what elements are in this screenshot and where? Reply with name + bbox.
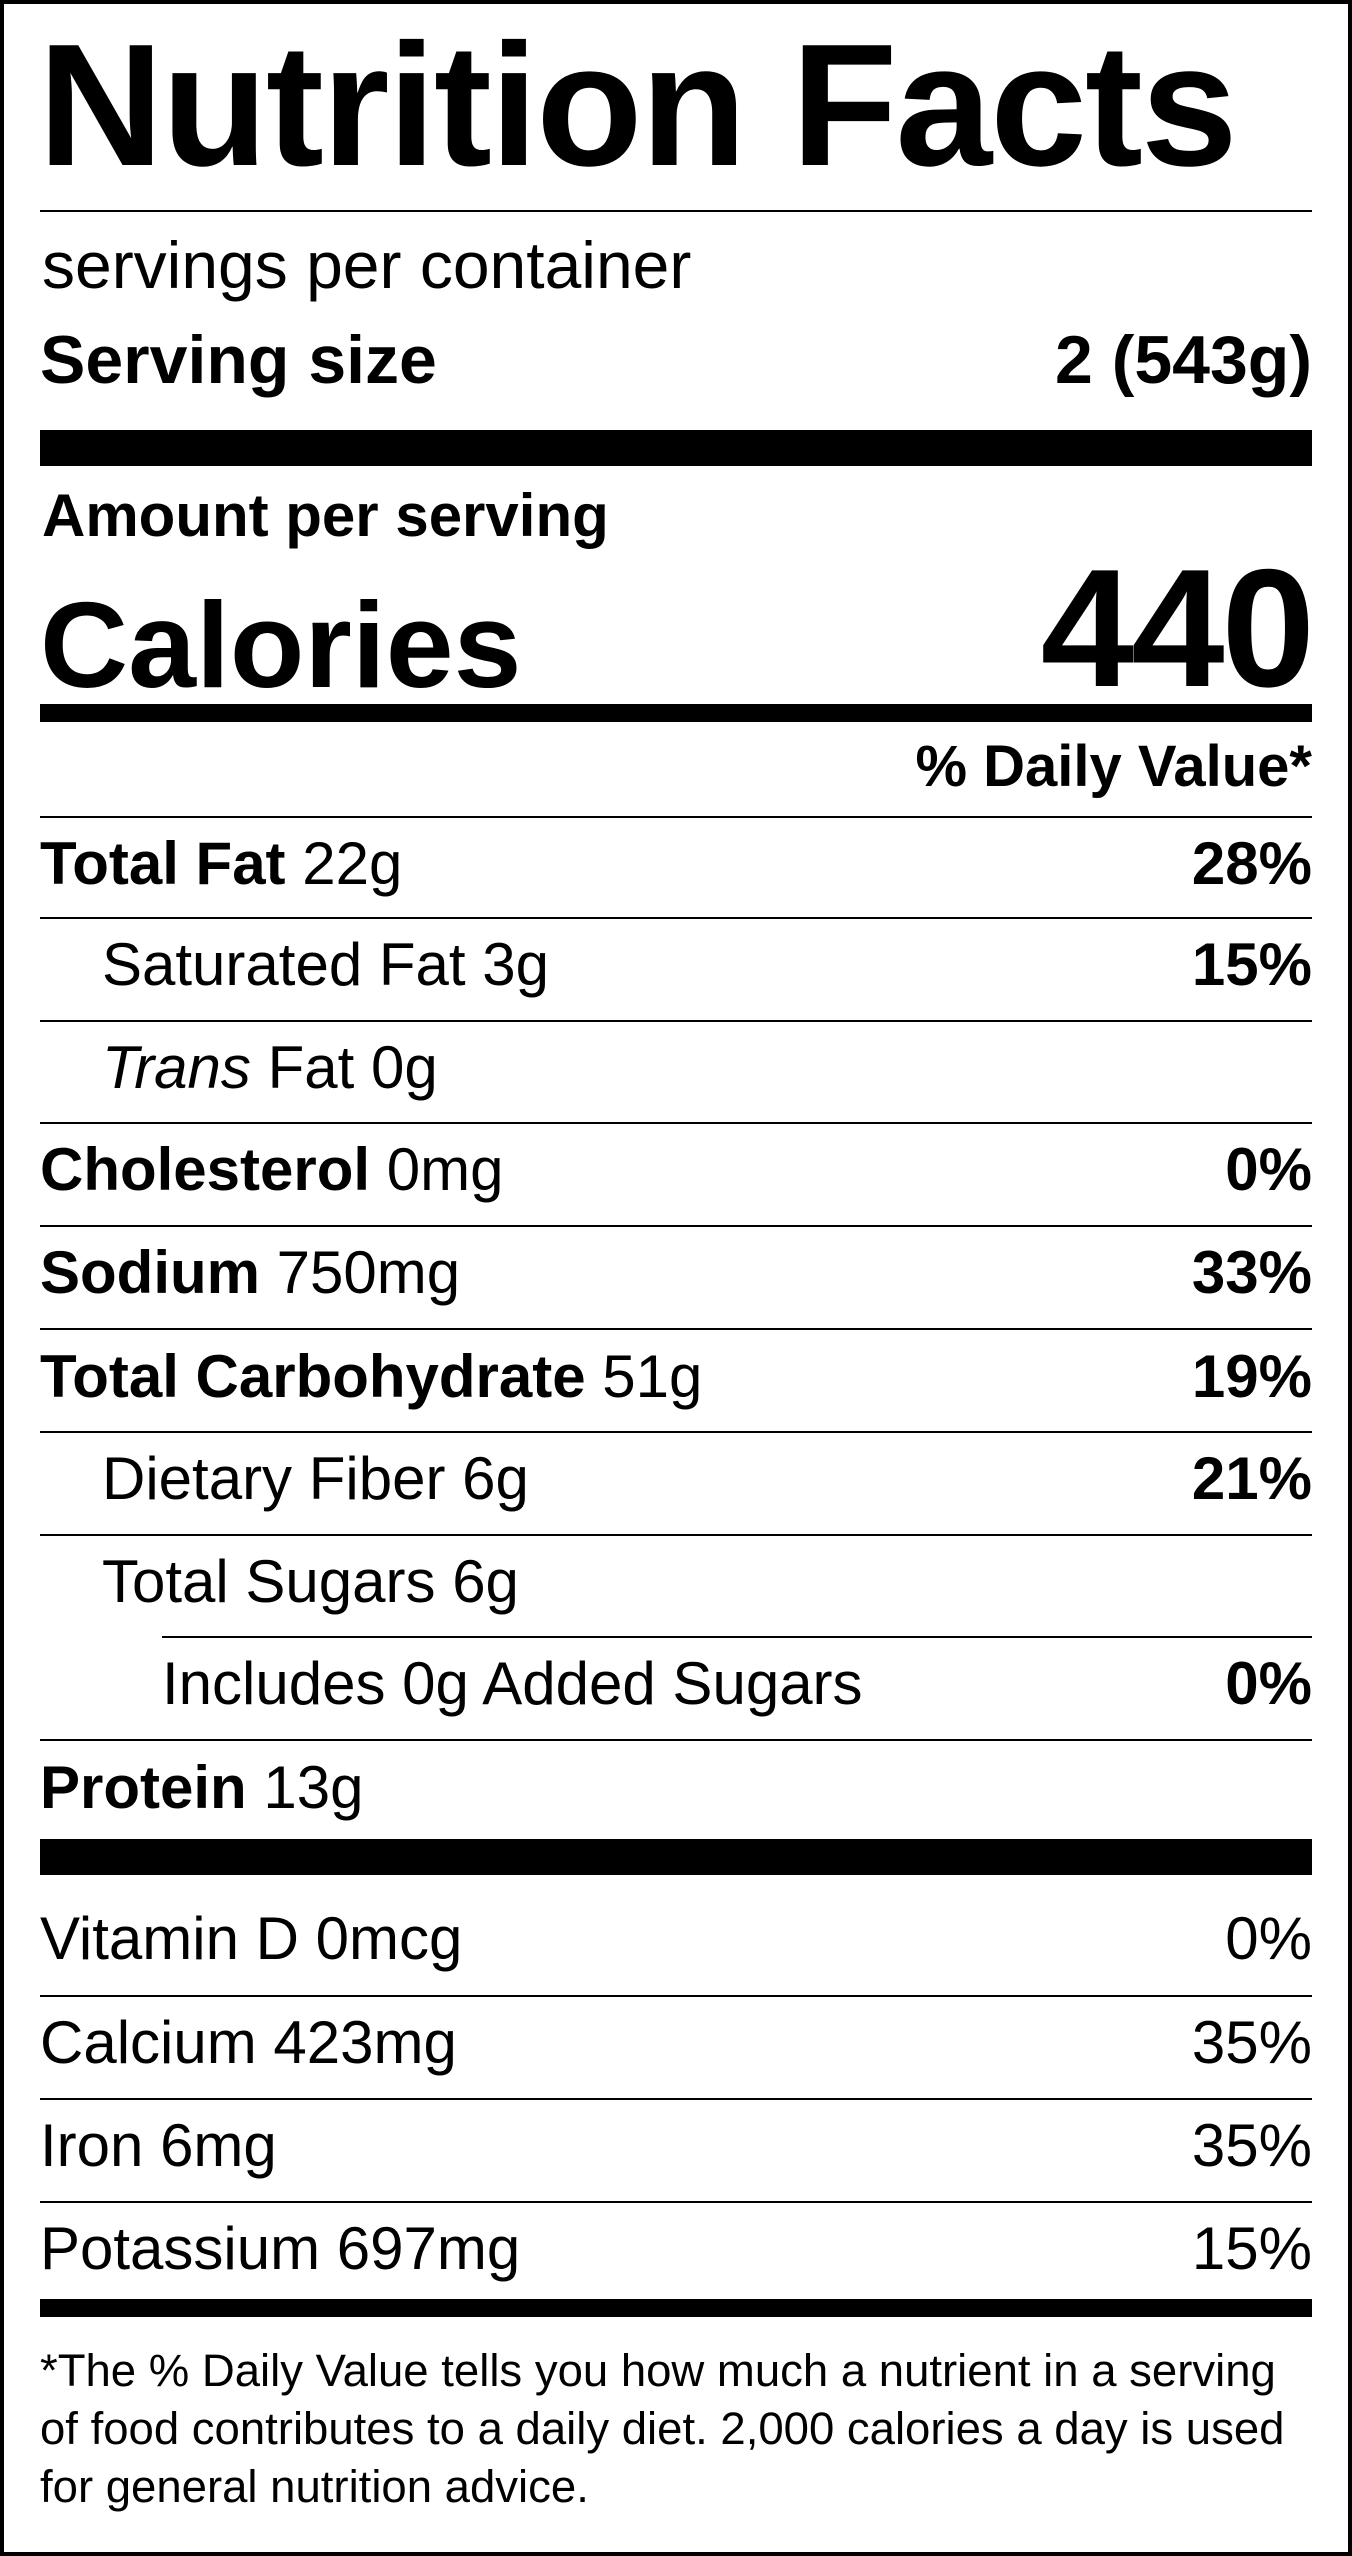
nutrient-label: Total Fat [40, 830, 286, 897]
nutrient-amount: 0g [370, 1034, 438, 1101]
nutrient-dv: 0% [1225, 1136, 1312, 1203]
calories-label: Calories [40, 577, 522, 713]
nutrient-prefix: Includes [162, 1650, 386, 1717]
nutrient-label: Fat [267, 1034, 355, 1101]
nutrient-row-protein: Protein 13g [40, 1758, 1312, 1818]
divider-thin [40, 1739, 1312, 1741]
vitamin-amount: 6mg [160, 2112, 277, 2179]
nutrient-amount: 0mg [386, 1136, 504, 1203]
vitamin-amount: 0mcg [315, 1905, 463, 1972]
nutrient-amount: 6g [452, 1548, 519, 1615]
label-title: Nutrition Facts [38, 7, 1238, 202]
divider-thin [40, 1122, 1312, 1124]
nutrient-dv: 21% [1191, 1445, 1312, 1512]
vitamin-amount: 697mg [336, 2215, 521, 2282]
nutrient-label: Added Sugars [482, 1650, 863, 1717]
nutrient-label: Sodium [40, 1239, 260, 1306]
divider-thin [40, 816, 1312, 818]
divider-medium [40, 704, 1312, 722]
nutrient-dv: 15% [1191, 931, 1312, 998]
nutrient-row-total-sugars: Total Sugars 6g [102, 1552, 1312, 1612]
amount-per-serving: Amount per serving [42, 482, 609, 549]
nutrient-row-total-carbohydrate: Total Carbohydrate 51g 19% [40, 1347, 1312, 1407]
divider-thin [40, 1020, 1312, 1022]
serving-size-value: 2 (543g) [1055, 322, 1312, 398]
calories-row: Calories 440 [40, 534, 1315, 722]
divider-thick [40, 430, 1312, 466]
vitamin-row-vitamin-d: Vitamin D 0mcg 0% [40, 1909, 1312, 1969]
nutrient-row-added-sugars: Includes 0g Added Sugars 0% [162, 1654, 1312, 1714]
divider-medium [40, 2299, 1312, 2317]
divider-thin-indented [162, 1636, 1312, 1638]
daily-value-header-row: % Daily Value* [40, 738, 1312, 796]
divider-thin [40, 210, 1312, 212]
vitamin-dv: 15% [1191, 2215, 1312, 2282]
nutrient-dv: 0% [1225, 1650, 1312, 1717]
nutrient-row-cholesterol: Cholesterol 0mg 0% [40, 1140, 1312, 1200]
nutrient-dv: 28% [1191, 830, 1312, 897]
nutrient-label: Total Carbohydrate [40, 1343, 586, 1410]
nutrient-dv: 19% [1191, 1343, 1312, 1410]
nutrient-dv: 33% [1191, 1239, 1312, 1306]
nutrient-amount: 22g [302, 830, 403, 897]
nutrient-label: Protein [40, 1754, 247, 1821]
nutrient-amount: 13g [263, 1754, 364, 1821]
divider-thin [40, 2098, 1312, 2100]
vitamin-dv: 35% [1191, 2112, 1312, 2179]
divider-thin [40, 1995, 1312, 1997]
nutrient-label-italic: Trans [102, 1034, 251, 1101]
nutrient-amount: 51g [602, 1343, 703, 1410]
divider-thin [40, 1431, 1312, 1433]
divider-thin [40, 2201, 1312, 2203]
serving-size-row: Serving size 2 (543g) [40, 326, 1312, 394]
nutrient-row-saturated-fat: Saturated Fat 3g 15% [102, 935, 1312, 995]
divider-thin [40, 1225, 1312, 1227]
nutrient-row-sodium: Sodium 750mg 33% [40, 1243, 1312, 1303]
divider-thin [40, 1328, 1312, 1330]
nutrient-row-trans-fat: Trans Fat 0g [102, 1038, 1312, 1098]
footnote: *The % Daily Value tells you how much a … [40, 2345, 1285, 2512]
vitamin-label: Potassium [40, 2215, 321, 2282]
vitamin-row-calcium: Calcium 423mg 35% [40, 2013, 1312, 2073]
nutrient-label: Saturated Fat [102, 931, 466, 998]
servings-per-container: servings per container [42, 228, 692, 302]
nutrient-label: Total Sugars [102, 1548, 436, 1615]
nutrient-amount: 3g [482, 931, 549, 998]
vitamin-label: Calcium [40, 2009, 257, 2076]
nutrient-row-dietary-fiber: Dietary Fiber 6g 21% [102, 1449, 1312, 1509]
divider-thin [40, 917, 1312, 919]
vitamin-dv: 35% [1191, 2009, 1312, 2076]
calories-value: 440 [1040, 534, 1315, 722]
vitamin-amount: 423mg [273, 2009, 457, 2076]
nutrient-label: Dietary Fiber [102, 1445, 446, 1512]
nutrient-label: Cholesterol [40, 1136, 371, 1203]
nutrient-row-total-fat: Total Fat 22g 28% [40, 834, 1312, 894]
vitamin-row-potassium: Potassium 697mg 15% [40, 2219, 1312, 2279]
vitamin-label: Iron [40, 2112, 144, 2179]
vitamin-dv: 0% [1225, 1905, 1312, 1972]
divider-thick [40, 1839, 1312, 1875]
nutrient-amount: 750mg [276, 1239, 461, 1306]
divider-thin [40, 1534, 1312, 1536]
vitamin-label: Vitamin D [40, 1905, 299, 1972]
vitamin-row-iron: Iron 6mg 35% [40, 2116, 1312, 2176]
nutrient-amount: 6g [462, 1445, 529, 1512]
serving-size-label: Serving size [40, 322, 437, 398]
nutrient-amount: 0g [402, 1650, 469, 1717]
daily-value-header: % Daily Value* [915, 734, 1312, 799]
